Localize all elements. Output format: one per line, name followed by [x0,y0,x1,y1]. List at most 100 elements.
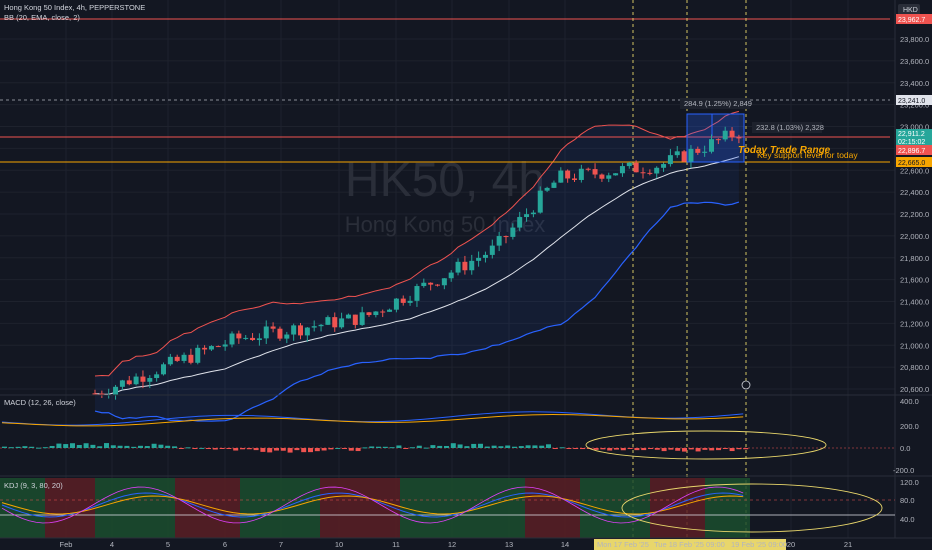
candle-body[interactable] [530,212,536,215]
candlestick-series[interactable] [92,126,742,400]
candle-body[interactable] [695,148,701,153]
candle-body[interactable] [250,337,256,341]
candle-body[interactable] [613,173,619,176]
candle-body[interactable] [277,328,283,339]
candle-body[interactable] [229,333,235,345]
candle-body[interactable] [551,182,557,188]
candle-body[interactable] [325,317,331,325]
kdj-legend[interactable]: KDJ (9, 3, 80, 20) [4,481,63,490]
candle-body[interactable] [647,172,653,174]
candle-body[interactable] [140,376,146,382]
candle-body[interactable] [592,169,598,175]
candle-body[interactable] [572,178,577,180]
candle-body[interactable] [345,314,351,319]
candle-body[interactable] [188,354,194,363]
candle-body[interactable] [311,326,317,328]
candle-body[interactable] [174,356,180,361]
candle-body[interactable] [339,318,345,328]
candle-body[interactable] [469,260,475,271]
candle-body[interactable] [393,298,399,310]
candle-body[interactable] [263,326,269,339]
candle-body[interactable] [681,151,687,162]
candle-body[interactable] [167,356,173,365]
candle-body[interactable] [99,393,105,395]
candle-body[interactable] [626,162,632,167]
candle-body[interactable] [380,311,386,313]
candle-body[interactable] [715,139,721,141]
candle-body[interactable] [578,168,584,180]
candle-body[interactable] [161,364,166,375]
candle-body[interactable] [215,346,221,348]
candle-body[interactable] [722,130,728,140]
candle-body[interactable] [284,334,290,339]
candle-body[interactable] [291,325,297,335]
candle-body[interactable] [407,300,413,303]
candle-body[interactable] [154,374,160,379]
candle-body[interactable] [736,137,742,139]
candle-body[interactable] [304,327,310,336]
candle-body[interactable] [729,130,735,138]
candle-body[interactable] [428,282,434,285]
candle-body[interactable] [400,298,406,303]
candle-body[interactable] [181,354,187,361]
candle-body[interactable] [202,347,208,350]
macd-highlight-ellipse[interactable] [585,430,827,460]
candle-body[interactable] [92,393,98,395]
candle-body[interactable] [147,378,153,382]
candle-body[interactable] [133,376,139,385]
candle-body[interactable] [236,333,242,339]
candle-body[interactable] [537,190,543,213]
candle-body[interactable] [126,380,132,385]
kdj-highlight-ellipse[interactable] [621,483,883,533]
macd-legend[interactable]: MACD (12, 26, close) [4,398,76,407]
candle-body[interactable] [544,187,550,191]
candle-body[interactable] [489,245,495,255]
candle-body[interactable] [558,170,564,183]
candle-body[interactable] [352,314,358,325]
candle-body[interactable] [606,175,612,179]
candle-body[interactable] [496,236,502,246]
candle-body[interactable] [517,217,523,228]
candle-body[interactable] [318,324,324,327]
candle-body[interactable] [298,325,303,336]
candle-body[interactable] [599,174,605,179]
candle-body[interactable] [359,312,365,325]
candle-body[interactable] [195,347,201,363]
candle-body[interactable] [414,286,420,301]
candle-body[interactable] [455,261,461,273]
candle-body[interactable] [208,346,214,350]
candle-body[interactable] [476,257,482,261]
candle-body[interactable] [482,254,488,258]
candle-body[interactable] [640,172,646,174]
candle-body[interactable] [565,170,571,179]
candle-body[interactable] [441,278,447,286]
candle-body[interactable] [332,317,338,328]
candle-body[interactable] [709,139,714,152]
candle-body[interactable] [222,344,228,347]
candle-body[interactable] [435,284,440,286]
candle-body[interactable] [633,162,639,173]
candle-body[interactable] [688,148,694,162]
candle-body[interactable] [256,338,262,341]
candle-body[interactable] [619,166,625,174]
candle-body[interactable] [373,311,379,316]
currency-badge[interactable] [898,4,920,15]
time-axis[interactable]: Feb 4 5 6 7 10 11 12 13 14 20 21 [60,540,853,549]
candle-body[interactable] [366,312,372,316]
candle-body[interactable] [654,167,660,174]
candle-body[interactable] [585,168,591,170]
candle-body[interactable] [119,380,125,387]
candle-body[interactable] [524,214,530,218]
candle-body[interactable] [702,151,708,153]
macd-indicator[interactable] [0,411,895,453]
flag-icon[interactable] [741,380,751,390]
trade-range-box[interactable] [686,113,745,163]
candle-body[interactable] [387,309,393,312]
candle-body[interactable] [243,337,249,339]
kdj-indicator[interactable] [0,478,895,538]
symbol-legend[interactable]: Hong Kong 50 Index, 4h, PEPPERSTONE [4,3,146,12]
candle-body[interactable] [113,386,119,395]
candle-body[interactable] [661,164,667,168]
candle-body[interactable] [674,151,680,156]
candle-body[interactable] [270,326,276,329]
